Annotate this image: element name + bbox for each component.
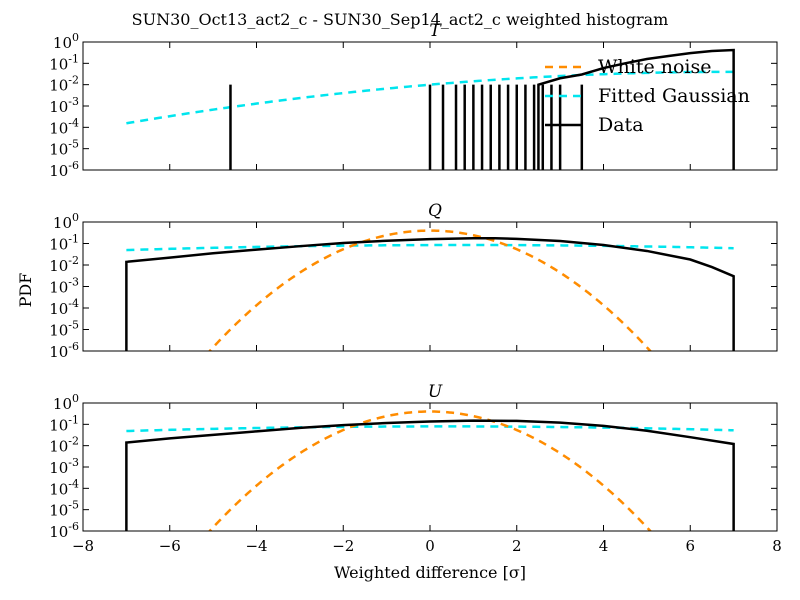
y-tick-label: 10-3 — [49, 95, 79, 116]
y-tick-label: 10-3 — [49, 456, 79, 477]
y-tick-label: 10-4 — [49, 297, 79, 318]
plot-area — [126, 48, 735, 170]
y-tick-label: 100 — [53, 392, 79, 413]
legend-label: Fitted Gaussian — [598, 85, 750, 107]
panels: T10010-110-210-310-410-510-6Q10010-110-2… — [49, 21, 782, 555]
y-tick-label: 10-5 — [49, 138, 79, 159]
legend-entry: Fitted Gaussian — [545, 85, 750, 107]
y-tick-label: 10-1 — [49, 233, 79, 254]
legend-entry: White noise — [545, 56, 712, 78]
y-tick-label: 10-3 — [49, 276, 79, 297]
x-tick-label: 8 — [772, 537, 782, 555]
legend: White noise Fitted Gaussian Data — [545, 56, 750, 136]
y-tick-label: 10-1 — [49, 52, 79, 73]
legend-label: White noise — [598, 56, 712, 78]
y-tick-label: 10-2 — [49, 74, 79, 95]
plot-area — [125, 410, 735, 531]
x-tick-label: 6 — [685, 537, 695, 555]
panel-title: T — [429, 21, 442, 41]
fitted-gaussian-line — [126, 243, 734, 252]
panel-title: Q — [428, 201, 442, 221]
legend-label: Data — [598, 114, 644, 136]
x-tick-label: −4 — [245, 537, 267, 555]
y-tick-label: 10-5 — [49, 319, 79, 340]
figure-suptitle: SUN30_Oct13_act2_c - SUN30_Sep14_act2_c … — [132, 10, 669, 29]
y-tick-label: 10-2 — [49, 435, 79, 456]
data-line — [125, 419, 735, 531]
axes-frame — [82, 221, 778, 352]
y-tick-label: 10-6 — [49, 520, 79, 541]
y-tick-label: 10-6 — [49, 340, 79, 361]
x-tick-label: 2 — [512, 537, 522, 555]
x-tick-label: −2 — [332, 537, 354, 555]
x-tick-label: 0 — [425, 537, 435, 555]
y-tick-label: 10-6 — [49, 159, 79, 180]
x-tick-label: 4 — [599, 537, 609, 555]
y-tick-label: 100 — [53, 211, 79, 232]
panel-title: U — [428, 382, 443, 402]
white-noise-line — [208, 410, 652, 531]
plot-area — [125, 229, 735, 351]
fitted-gaussian-line — [126, 70, 734, 125]
x-tick-label: −6 — [159, 537, 181, 555]
y-tick-label: 10-5 — [49, 499, 79, 520]
data-line — [537, 48, 735, 170]
y-axis-label: PDF — [16, 273, 35, 308]
legend-entry: Data — [545, 114, 644, 136]
x-tick-label: −8 — [72, 537, 94, 555]
white-noise-line — [208, 229, 652, 351]
data-line — [125, 237, 735, 351]
y-tick-label: 10-2 — [49, 254, 79, 275]
y-tick-label: 10-4 — [49, 116, 79, 137]
y-tick-label: 100 — [53, 31, 79, 52]
y-tick-label: 10-1 — [49, 413, 79, 434]
y-tick-label: 10-4 — [49, 477, 79, 498]
x-axis-label: Weighted difference [σ] — [334, 563, 526, 582]
